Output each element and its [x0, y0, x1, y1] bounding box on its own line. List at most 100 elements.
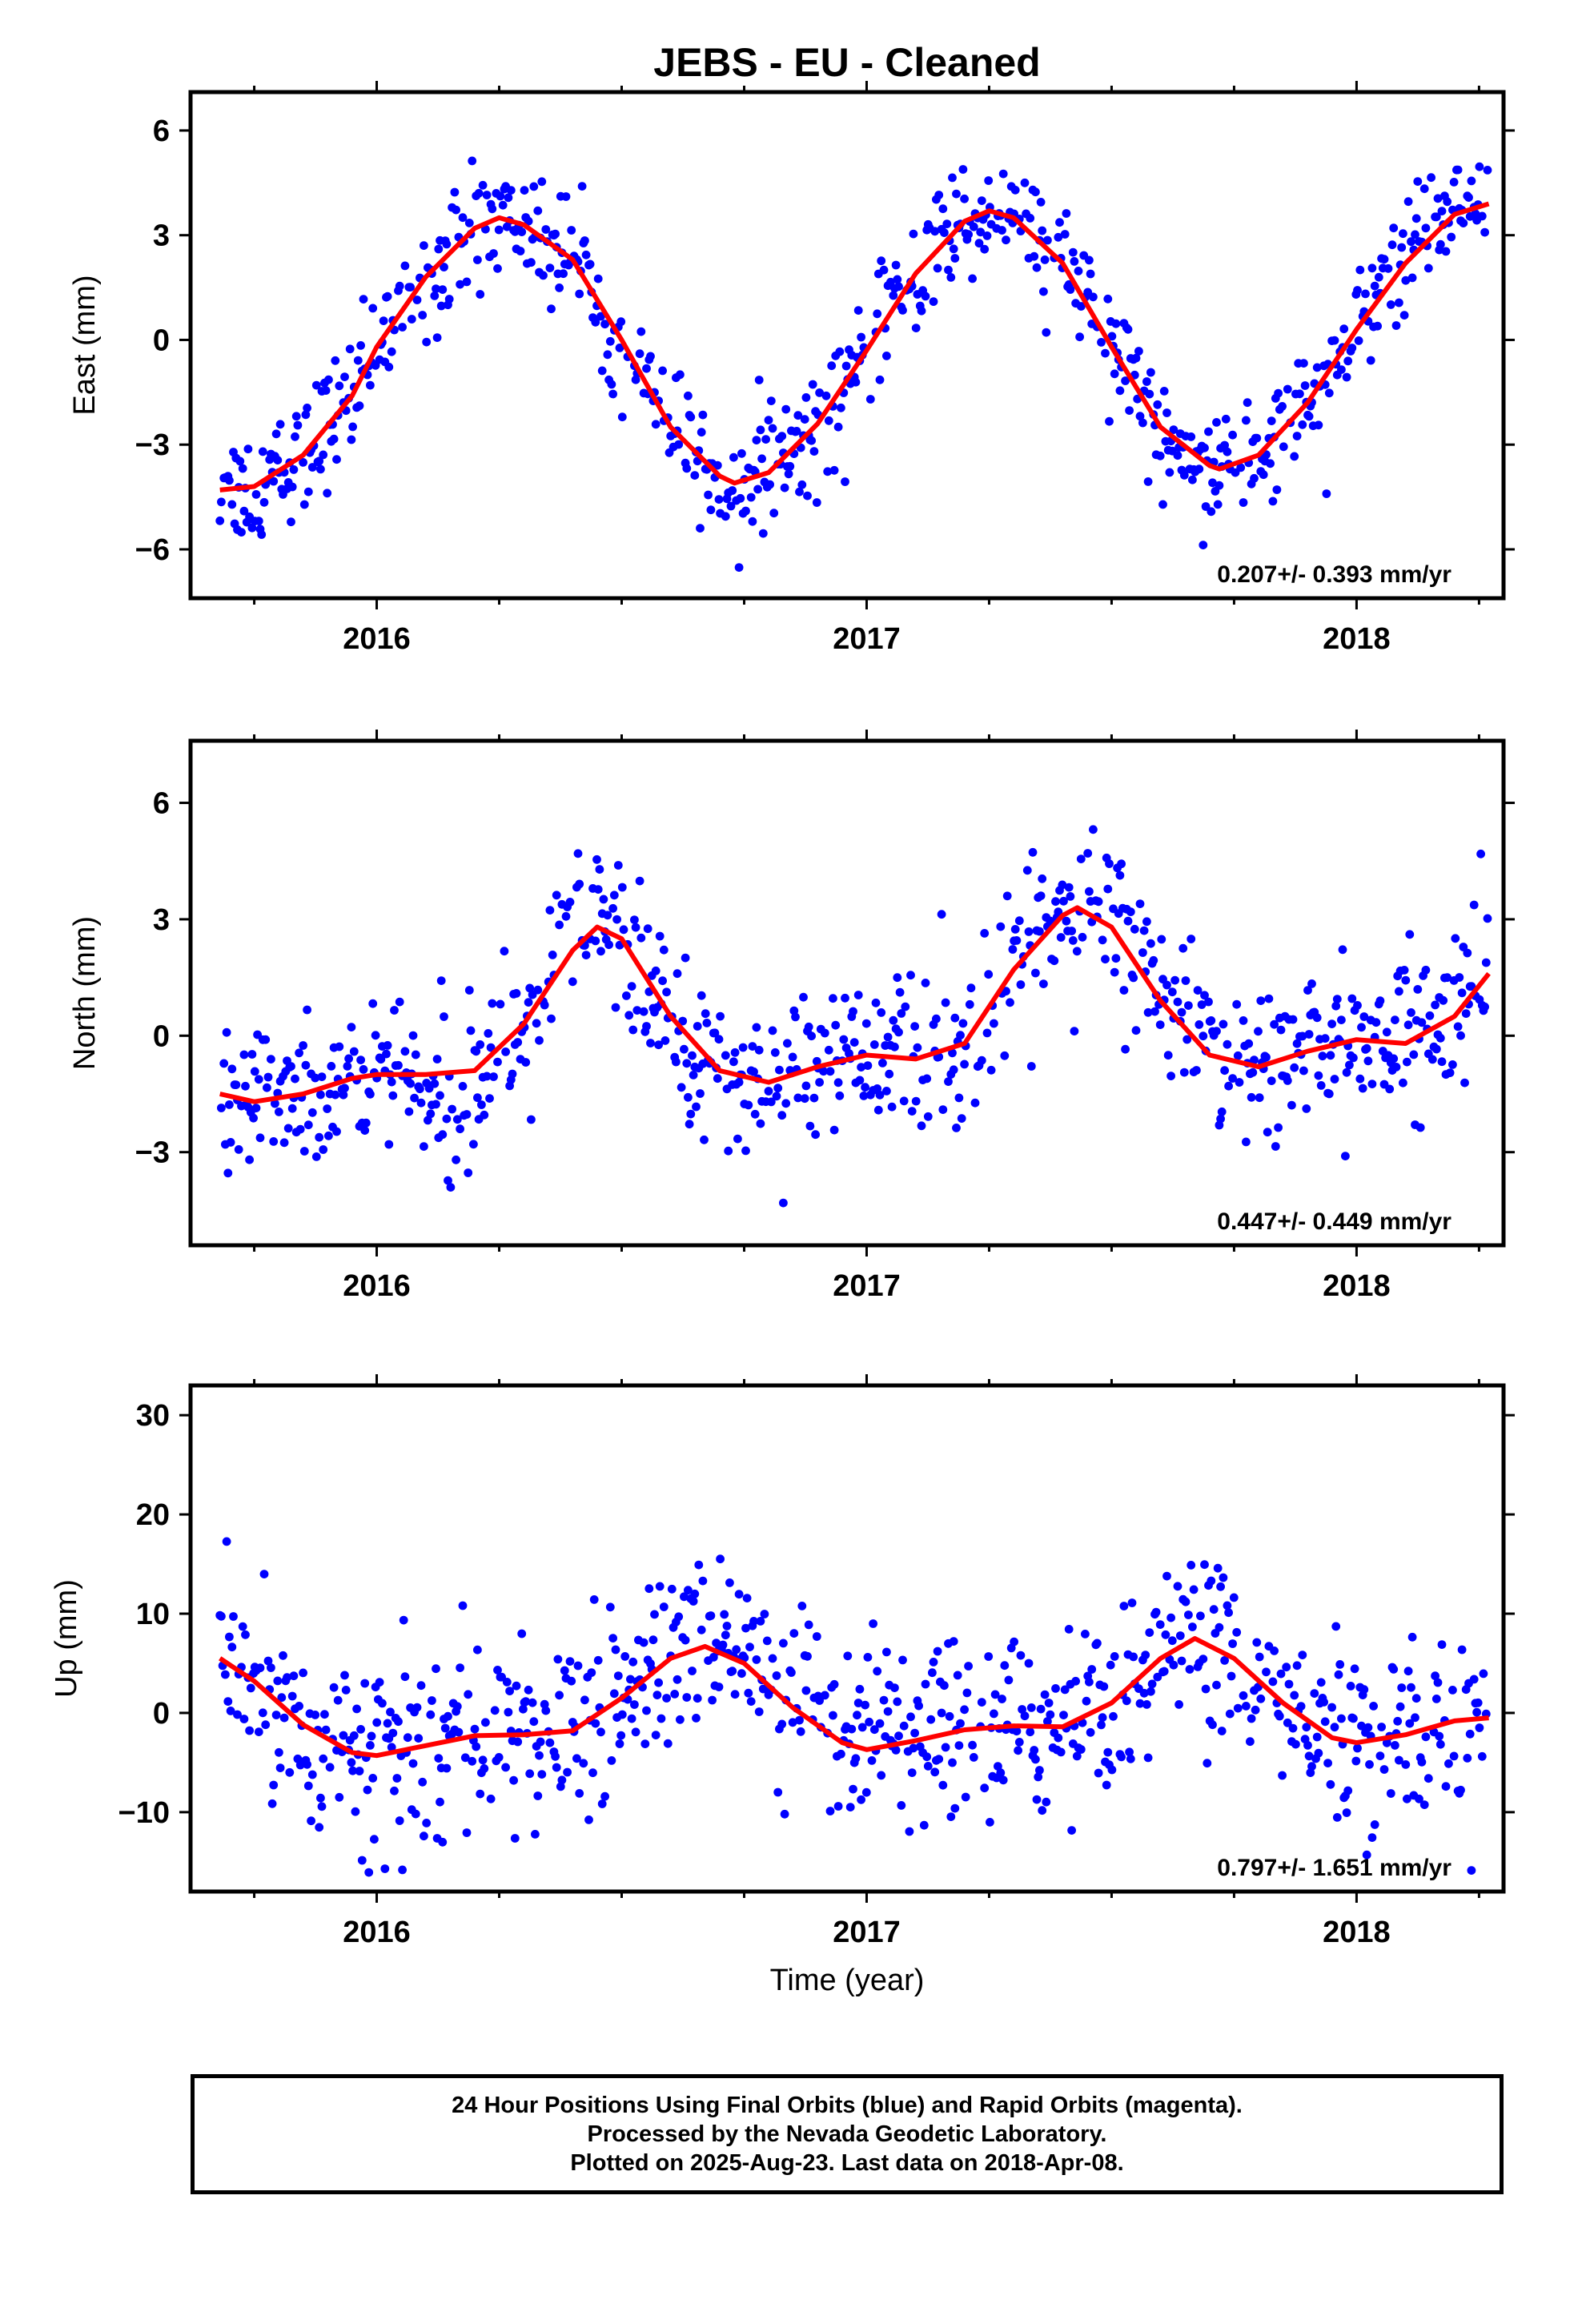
data-point — [617, 1710, 627, 1719]
data-point — [1351, 1756, 1361, 1766]
data-point — [894, 1731, 903, 1741]
data-point — [998, 169, 1008, 179]
data-point — [631, 923, 640, 932]
data-point — [807, 436, 816, 445]
data-point — [949, 244, 958, 254]
data-point — [744, 1688, 753, 1698]
data-point — [1469, 1675, 1479, 1684]
data-point — [748, 1042, 757, 1051]
data-point — [613, 861, 623, 870]
data-point — [1292, 1039, 1302, 1048]
data-point — [454, 1727, 464, 1737]
data-point — [565, 898, 575, 907]
data-point — [344, 1054, 353, 1063]
data-point — [372, 1718, 382, 1727]
data-point — [605, 336, 615, 346]
data-point — [853, 306, 863, 315]
data-point — [303, 1759, 311, 1769]
data-point — [250, 1067, 259, 1076]
data-point — [857, 332, 865, 342]
data-point — [1331, 1622, 1341, 1631]
data-point — [388, 1728, 398, 1738]
data-point — [321, 1725, 331, 1735]
data-point — [323, 489, 332, 498]
data-point — [960, 1705, 969, 1715]
data-point — [1089, 825, 1098, 834]
data-point — [399, 1615, 408, 1625]
data-point — [1283, 1076, 1292, 1085]
data-point — [990, 1709, 998, 1719]
data-point — [709, 1653, 718, 1662]
data-point — [1270, 1019, 1279, 1029]
data-point — [768, 1026, 777, 1035]
data-point — [303, 1781, 313, 1791]
data-point — [1239, 1691, 1248, 1700]
data-point — [353, 356, 363, 365]
data-point — [1036, 891, 1046, 900]
data-point — [729, 452, 738, 462]
data-point — [1243, 398, 1252, 408]
data-point — [222, 1537, 231, 1546]
data-point — [829, 1711, 837, 1720]
data-point — [301, 1060, 311, 1070]
data-point — [356, 341, 365, 350]
data-point — [655, 1582, 665, 1591]
data-point — [1461, 1009, 1471, 1018]
data-point — [1107, 332, 1117, 341]
data-point — [1431, 1695, 1441, 1703]
data-point — [275, 420, 285, 429]
data-point — [349, 1731, 359, 1740]
data-point — [833, 422, 843, 432]
data-point — [857, 1795, 865, 1804]
data-point — [1343, 356, 1353, 366]
data-point — [907, 1768, 917, 1778]
data-point — [1291, 1739, 1300, 1749]
data-point — [1126, 1754, 1135, 1763]
data-point — [977, 196, 986, 205]
data-point — [1082, 1696, 1091, 1706]
data-point — [1296, 1702, 1306, 1711]
data-point — [686, 1109, 696, 1119]
up-panel: 2016 2017 2018 −10 0 10 20 30 Up (mm) 0.797+/- 1.… — [50, 1374, 1515, 1949]
data-point — [596, 947, 605, 956]
data-point — [954, 1093, 964, 1103]
data-point — [1326, 1779, 1335, 1789]
data-point — [1135, 899, 1145, 908]
data-point — [446, 1183, 456, 1192]
data-point — [692, 1714, 701, 1723]
data-point — [605, 1602, 615, 1612]
data-point — [1437, 207, 1447, 215]
data-point — [1008, 945, 1018, 954]
data-point — [466, 1026, 476, 1035]
data-point — [680, 1044, 689, 1054]
data-point — [893, 973, 902, 983]
data-point — [1166, 1072, 1175, 1080]
data-point — [674, 1612, 684, 1622]
data-point — [950, 254, 960, 263]
data-point — [273, 1676, 283, 1686]
data-point — [922, 1074, 932, 1084]
data-point — [348, 422, 357, 432]
data-point — [1081, 1630, 1090, 1638]
data-point — [646, 1039, 655, 1047]
data-point — [777, 432, 787, 440]
data-point — [575, 289, 584, 299]
data-point — [961, 1792, 970, 1802]
data-point — [788, 1052, 797, 1062]
data-point — [1217, 1107, 1227, 1116]
plot-frame — [188, 90, 1506, 601]
data-point — [980, 929, 990, 938]
data-point — [1304, 1030, 1314, 1039]
data-point — [1216, 1582, 1225, 1591]
data-point — [746, 493, 756, 502]
data-point — [1067, 927, 1076, 935]
data-point — [1448, 1060, 1457, 1069]
y-tick-label: −3 — [135, 428, 170, 462]
data-point — [382, 1049, 391, 1059]
data-point — [279, 1138, 289, 1148]
data-point — [388, 1091, 398, 1100]
data-point — [1004, 1675, 1014, 1685]
data-point — [395, 997, 404, 1007]
data-point — [1266, 459, 1275, 468]
data-point — [589, 1595, 599, 1604]
